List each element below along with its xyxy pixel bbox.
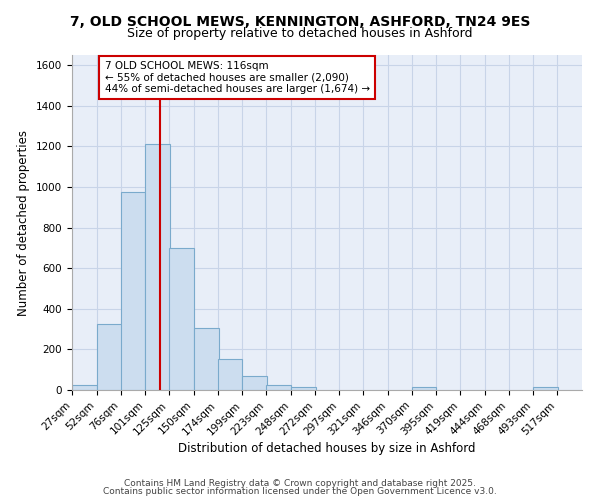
Bar xyxy=(72,385,97,390)
Bar xyxy=(412,387,436,390)
Bar xyxy=(121,192,145,390)
Bar xyxy=(169,248,194,390)
Y-axis label: Number of detached properties: Number of detached properties xyxy=(17,130,31,316)
Bar xyxy=(145,144,170,390)
Bar xyxy=(97,324,122,390)
X-axis label: Distribution of detached houses by size in Ashford: Distribution of detached houses by size … xyxy=(178,442,476,455)
Bar xyxy=(218,358,242,390)
Text: Contains HM Land Registry data © Crown copyright and database right 2025.: Contains HM Land Registry data © Crown c… xyxy=(124,478,476,488)
Text: Contains public sector information licensed under the Open Government Licence v3: Contains public sector information licen… xyxy=(103,487,497,496)
Bar xyxy=(194,328,218,390)
Bar xyxy=(291,387,316,390)
Bar xyxy=(533,387,558,390)
Text: 7 OLD SCHOOL MEWS: 116sqm
← 55% of detached houses are smaller (2,090)
44% of se: 7 OLD SCHOOL MEWS: 116sqm ← 55% of detac… xyxy=(104,61,370,94)
Bar xyxy=(242,376,267,390)
Bar xyxy=(266,385,291,390)
Text: Size of property relative to detached houses in Ashford: Size of property relative to detached ho… xyxy=(127,28,473,40)
Text: 7, OLD SCHOOL MEWS, KENNINGTON, ASHFORD, TN24 9ES: 7, OLD SCHOOL MEWS, KENNINGTON, ASHFORD,… xyxy=(70,15,530,29)
